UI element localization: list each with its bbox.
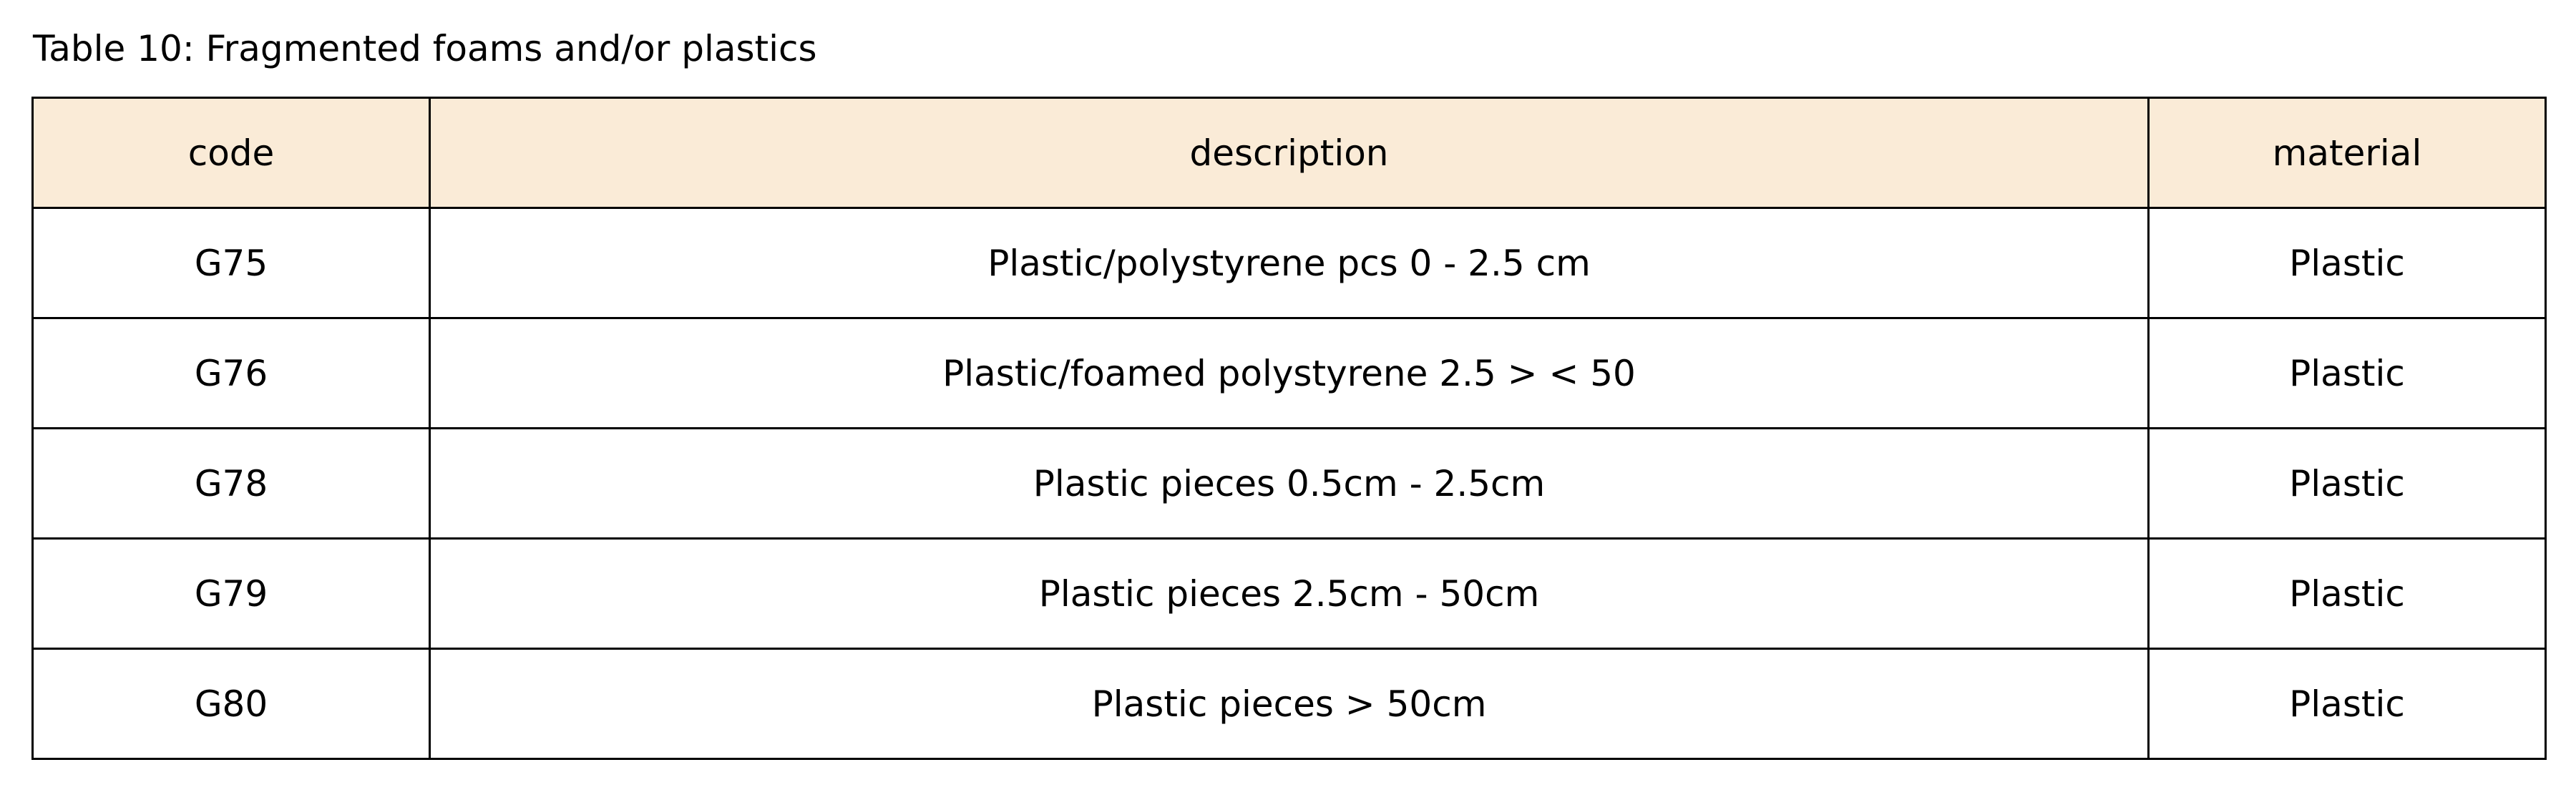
table-row: G79 Plastic pieces 2.5cm - 50cm Plastic: [31, 537, 2547, 650]
cell-code: G79: [31, 537, 431, 650]
data-table: code description material G75 Plastic/po…: [31, 97, 2547, 760]
cell-material: Plastic: [2147, 648, 2547, 760]
cell-code: G80: [31, 648, 431, 760]
table-row: G78 Plastic pieces 0.5cm - 2.5cm Plastic: [31, 427, 2547, 540]
cell-description: Plastic pieces > 50cm: [429, 648, 2150, 760]
cell-description: Plastic pieces 0.5cm - 2.5cm: [429, 427, 2150, 540]
table-row: G75 Plastic/polystyrene pcs 0 - 2.5 cm P…: [31, 207, 2547, 319]
table-header-row: code description material: [31, 97, 2547, 209]
table-caption: Table 10: Fragmented foams and/or plasti…: [33, 28, 817, 69]
cell-code: G75: [31, 207, 431, 319]
cell-material: Plastic: [2147, 207, 2547, 319]
column-header-code: code: [31, 97, 431, 209]
table-row: G80 Plastic pieces > 50cm Plastic: [31, 648, 2547, 760]
cell-material: Plastic: [2147, 537, 2547, 650]
cell-description: Plastic/polystyrene pcs 0 - 2.5 cm: [429, 207, 2150, 319]
table-row: G76 Plastic/foamed polystyrene 2.5 > < 5…: [31, 317, 2547, 429]
cell-material: Plastic: [2147, 317, 2547, 429]
cell-description: Plastic/foamed polystyrene 2.5 > < 50: [429, 317, 2150, 429]
column-header-material: material: [2147, 97, 2547, 209]
cell-material: Plastic: [2147, 427, 2547, 540]
cell-code: G76: [31, 317, 431, 429]
cell-description: Plastic pieces 2.5cm - 50cm: [429, 537, 2150, 650]
column-header-description: description: [429, 97, 2150, 209]
cell-code: G78: [31, 427, 431, 540]
